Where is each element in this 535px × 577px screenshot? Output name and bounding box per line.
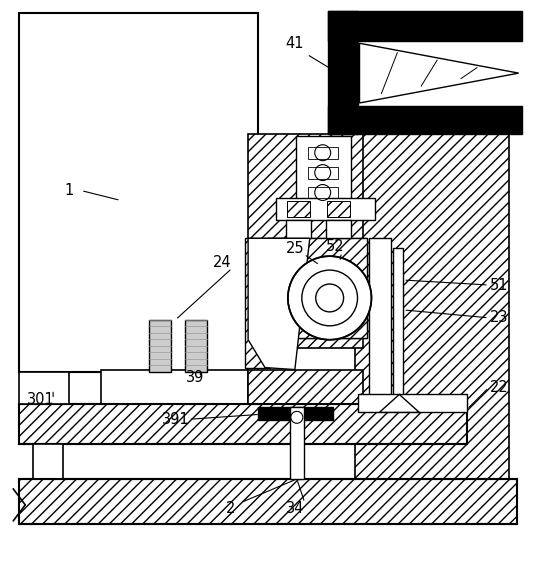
Text: 39: 39 (186, 370, 204, 385)
Bar (393, 248, 403, 398)
Circle shape (315, 145, 331, 160)
Circle shape (315, 185, 331, 200)
Circle shape (315, 164, 331, 181)
Bar (268, 238, 368, 338)
Bar (19, 13, 258, 372)
Polygon shape (360, 43, 519, 103)
Bar (268, 238, 368, 338)
Text: 22: 22 (490, 380, 508, 395)
Text: 51: 51 (490, 278, 508, 293)
Text: 34: 34 (286, 501, 304, 516)
Text: 391: 391 (162, 412, 189, 427)
Bar (308, 186, 338, 198)
Bar (355, 56, 509, 484)
Bar (357, 395, 467, 413)
Text: 41: 41 (286, 36, 304, 51)
Bar (258, 407, 333, 420)
Bar (19, 479, 517, 524)
Circle shape (302, 270, 357, 326)
Circle shape (316, 284, 343, 312)
Text: 1: 1 (64, 183, 74, 198)
Bar (327, 12, 522, 42)
Bar (19, 372, 69, 404)
Text: 25: 25 (286, 241, 304, 256)
Bar (326, 220, 350, 238)
Text: 24: 24 (213, 254, 232, 269)
Bar (33, 444, 63, 479)
Bar (327, 106, 522, 134)
Circle shape (288, 256, 371, 340)
Bar (186, 320, 208, 372)
Bar (19, 404, 467, 444)
Text: 301: 301 (27, 392, 55, 407)
Bar (327, 12, 357, 134)
Bar (245, 238, 270, 368)
Bar (370, 238, 392, 407)
Bar (327, 201, 349, 218)
Bar (101, 370, 248, 404)
Bar (287, 201, 310, 218)
Bar (276, 198, 376, 220)
Bar (248, 370, 363, 404)
Polygon shape (248, 238, 310, 370)
Circle shape (291, 411, 303, 424)
Text: 23: 23 (490, 310, 508, 325)
Polygon shape (379, 395, 419, 413)
Text: 2: 2 (226, 501, 235, 516)
Bar (290, 407, 304, 479)
Bar (308, 147, 338, 159)
Bar (286, 220, 311, 238)
Bar (357, 42, 519, 106)
Bar (149, 320, 171, 372)
Bar (296, 136, 350, 200)
Text: 52: 52 (325, 239, 344, 254)
Bar (308, 167, 338, 178)
Bar (248, 134, 363, 348)
